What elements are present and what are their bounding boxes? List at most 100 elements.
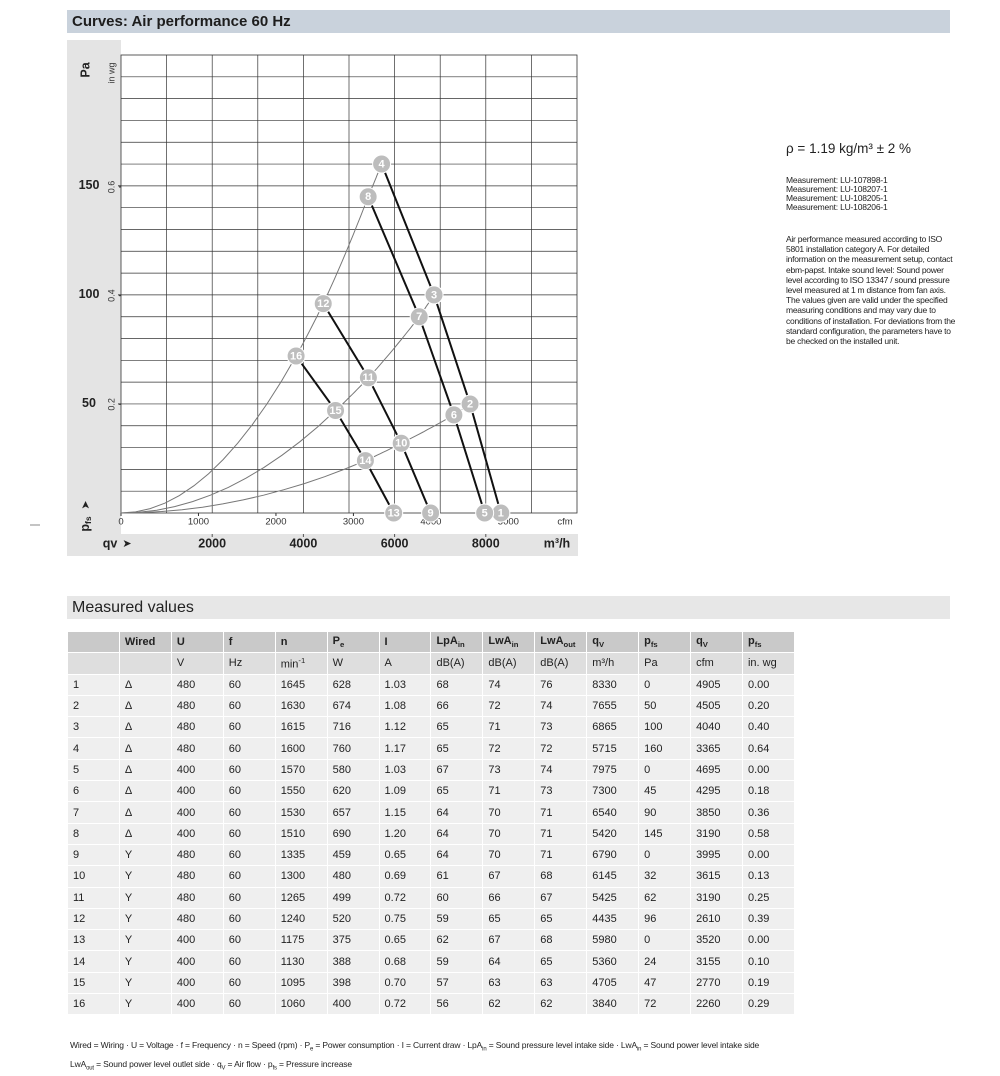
cell: 7300 — [586, 780, 640, 803]
x-tick-label: 6000 — [381, 536, 409, 550]
cell: 690 — [326, 822, 380, 845]
cell: 59 — [430, 907, 484, 931]
cell: 8330 — [586, 673, 640, 696]
cell: 3190 — [690, 886, 743, 909]
cell: 15 — [67, 971, 120, 995]
header-cell: LwAout — [534, 630, 588, 654]
cell: 76 — [534, 673, 588, 696]
header-cell: Wired — [118, 630, 172, 654]
cell: 1.03 — [378, 758, 432, 782]
data-row: 3 Δ 480 60 1615 716 1.12 65 71 73 6865 100 4040 0.40 — [67, 716, 796, 739]
operating-point — [313, 294, 333, 314]
data-row: 16 Y 400 60 1060 400 0.72 56 62 62 3840 72 2260 0.29 — [67, 993, 796, 1016]
text: p — [644, 635, 651, 648]
cell: 60 — [222, 865, 276, 888]
data-row: 13 Y 400 60 1175 375 0.65 62 67 68 5980 0 3520 0.00 — [67, 929, 796, 952]
cell: 60 — [222, 907, 276, 931]
axis-panel — [67, 40, 121, 556]
cell: 47 — [638, 971, 692, 995]
cell: 12 — [67, 907, 120, 931]
cell: Δ — [118, 716, 172, 739]
x2-tick-label: 3000 — [343, 517, 364, 528]
cell: 60 — [222, 929, 276, 952]
point-label: 5 — [482, 507, 488, 519]
cell: Δ — [118, 758, 172, 782]
cell: 400 — [170, 929, 224, 952]
cell: 1130 — [274, 950, 328, 973]
cell: 10 — [67, 865, 120, 888]
cell: 480 — [170, 865, 224, 888]
x-tick-label: 2000 — [198, 536, 226, 550]
cell: 0.00 — [741, 673, 796, 696]
header-cell: Hz — [222, 652, 276, 675]
cell: 24 — [638, 950, 692, 973]
header-cell: LwAin — [482, 630, 536, 654]
cell: 1095 — [274, 971, 328, 995]
cell: 0.10 — [741, 950, 796, 973]
x-unit: m³/h — [544, 536, 570, 550]
cell: 2260 — [690, 993, 743, 1016]
cell: Y — [118, 843, 172, 867]
text: LwA — [540, 635, 564, 648]
cell: 70 — [482, 843, 536, 867]
header-cell — [118, 652, 172, 675]
cell: 0.72 — [378, 993, 432, 1016]
cell: 1175 — [274, 929, 328, 952]
cell: 480 — [170, 737, 224, 760]
y-arrow-label: pfs — [78, 516, 93, 531]
point-label: 12 — [317, 298, 329, 310]
cell: 0.70 — [378, 971, 432, 995]
cell: 0.13 — [741, 865, 796, 888]
data-row: 2 Δ 480 60 1630 674 1.08 66 72 74 7655 50 4505 0.20 — [67, 694, 796, 718]
cell: 3840 — [586, 993, 640, 1016]
cell: 480 — [170, 843, 224, 867]
cell: 1645 — [274, 673, 328, 696]
cell: 4 — [67, 737, 120, 760]
header-cell: U — [170, 630, 224, 654]
cell: 1335 — [274, 843, 328, 867]
point-label: 9 — [428, 507, 434, 519]
cell: 4505 — [690, 694, 743, 718]
cell: 63 — [482, 971, 536, 995]
fan-curve — [367, 196, 486, 514]
cell: 2770 — [690, 971, 743, 995]
data-row: 5 Δ 400 60 1570 580 1.03 67 73 74 7975 0 4695 0.00 — [67, 758, 796, 782]
cell: 0 — [638, 843, 692, 867]
cell: 0 — [638, 673, 692, 696]
cell: 59 — [430, 950, 484, 973]
cell: 64 — [430, 822, 484, 845]
fan-curve — [295, 355, 395, 514]
cell: 73 — [482, 758, 536, 782]
cell: 3995 — [690, 843, 743, 867]
text: = Pressure increase — [276, 1059, 352, 1070]
cell: 3190 — [690, 822, 743, 845]
text: = Sound power level outlet side · q — [93, 1059, 222, 1070]
measurements: Measurement: LU-107898-1 Measurement: LU-… — [786, 176, 888, 212]
cell: 0.29 — [741, 993, 796, 1016]
operating-point — [421, 503, 441, 523]
cell: 1.17 — [378, 737, 432, 760]
cell: Y — [118, 950, 172, 973]
header-cell: dB(A) — [534, 652, 588, 675]
cell: 60 — [222, 716, 276, 739]
cell: 1.12 — [378, 716, 432, 739]
header-cell: A — [378, 652, 432, 675]
header-cell: Pa — [638, 652, 692, 675]
header-cell: dB(A) — [430, 652, 484, 675]
y2-tick-label: 0.2 — [106, 398, 116, 411]
text: = Sound power level intake side — [641, 1040, 760, 1050]
point-label: 3 — [431, 289, 437, 301]
cell: Δ — [118, 801, 172, 824]
cell: 400 — [170, 971, 224, 995]
sub: in — [636, 1046, 642, 1053]
cell: 8 — [67, 822, 120, 845]
cell: 60 — [222, 673, 276, 696]
data-row: 4 Δ 480 60 1600 760 1.17 65 72 72 5715 160 3365 0.64 — [67, 737, 796, 760]
cell: 0.69 — [378, 865, 432, 888]
header-cell: dB(A) — [482, 652, 536, 675]
text: LwA — [488, 635, 512, 648]
cell: 62 — [638, 886, 692, 909]
cell: 0.39 — [741, 907, 796, 931]
